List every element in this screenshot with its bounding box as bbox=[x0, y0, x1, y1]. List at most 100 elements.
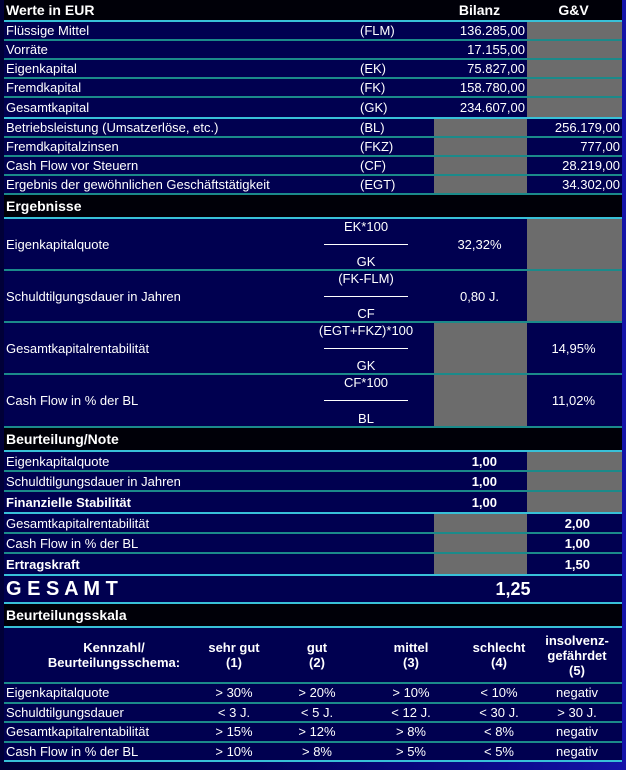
guv-empty-cell bbox=[527, 79, 622, 96]
bilanz-value: 75.827,00 bbox=[467, 61, 525, 76]
financial-rating-sheet: Werte in EUR Bilanz G&V Flüssige Mittel (FLM… bbox=[4, 0, 622, 762]
scale-column-header: gut (2) bbox=[306, 640, 328, 670]
scale-cell: > 30 J. bbox=[557, 704, 597, 720]
bilanz-value: 17.155,00 bbox=[467, 42, 525, 57]
bilanz-grade bbox=[434, 534, 527, 552]
scale-cell: < 30 J. bbox=[479, 704, 519, 720]
bilanz-empty-cell bbox=[434, 157, 527, 174]
result-row: Cash Flow in % der BL CF*100 BL 11,02% bbox=[4, 375, 622, 428]
scale-column-header: mittel (3) bbox=[393, 640, 429, 670]
formula-fraction: (EGT+FKZ)*100 GK bbox=[314, 323, 418, 373]
input-row: Cash Flow vor Steuern (CF) 28.219,00 bbox=[4, 157, 622, 176]
grade-row: Schuldtilgungsdauer in Jahren 1,00 bbox=[4, 472, 622, 492]
input-abbr: (FKZ) bbox=[360, 139, 394, 154]
input-label: Fremdkapitalzinsen bbox=[6, 139, 119, 154]
scale-cell: > 20% bbox=[298, 685, 336, 701]
scale-cell: > 30% bbox=[215, 685, 253, 701]
bilanz-grade: 1,00 bbox=[471, 494, 497, 510]
guv-result: 11,02% bbox=[551, 393, 596, 408]
formula-numerator: EK*100 bbox=[343, 219, 389, 234]
scale-cell: > 8% bbox=[302, 743, 332, 759]
formula-denominator: BL bbox=[358, 411, 374, 426]
section-header-grades: Beurteilung/Note bbox=[4, 428, 622, 452]
bilanz-result bbox=[434, 323, 527, 373]
scale-cell: Gesamtkapitalrentabilität bbox=[6, 724, 150, 740]
scale-column-header: insolvenz- gefährdet (5) bbox=[545, 632, 609, 678]
scale-cell: > 10% bbox=[392, 685, 430, 701]
input-row: Vorräte 17.155,00 bbox=[4, 41, 622, 60]
guv-empty-cell bbox=[527, 98, 622, 117]
scale-cell: Eigenkapitalquote bbox=[6, 685, 110, 701]
input-label: Gesamtkapital bbox=[6, 100, 90, 115]
fraction-bar bbox=[324, 295, 408, 297]
guv-value: 256.179,00 bbox=[554, 120, 620, 135]
guv-grade bbox=[527, 472, 622, 490]
scale-cell: negativ bbox=[556, 743, 598, 759]
grade-label: Eigenkapitalquote bbox=[6, 453, 110, 469]
scale-cell: Schuldtilgungsdauer bbox=[6, 704, 124, 720]
input-row: Betriebsleistung (Umsatzerlöse, etc.) (BL… bbox=[4, 119, 622, 138]
input-row: Eigenkapital (EK) 75.827,00 bbox=[4, 60, 622, 79]
input-abbr: (CF) bbox=[360, 158, 386, 173]
scale-row: Schuldtilgungsdauer < 3 J. < 5 J. < 12 J. < … bbox=[4, 703, 622, 723]
formula-denominator: CF bbox=[357, 306, 375, 321]
formula-numerator: (FK-FLM) bbox=[338, 271, 394, 286]
grade-row: Gesamtkapitalrentabilität 2,00 bbox=[4, 514, 622, 534]
input-label: Betriebsleistung (Umsatzerlöse, etc.) bbox=[6, 120, 219, 135]
grade-label: Ertragskraft bbox=[6, 556, 80, 572]
guv-value: 34.302,00 bbox=[562, 177, 620, 192]
section-header-scale: Beurteilungsskala bbox=[4, 604, 622, 628]
grade-row: Eigenkapitalquote 1,00 bbox=[4, 452, 622, 472]
scale-column-header: sehr gut (1) bbox=[208, 640, 260, 670]
result-label: Eigenkapitalquote bbox=[6, 236, 110, 252]
total-label: G E S A M T bbox=[6, 577, 118, 600]
input-row: Gesamtkapital (GK) 234.607,00 bbox=[4, 98, 622, 119]
input-abbr: (FK) bbox=[360, 80, 386, 95]
guv-grade bbox=[527, 492, 622, 512]
input-abbr: (FLM) bbox=[360, 23, 395, 38]
grade-label: Cash Flow in % der BL bbox=[6, 535, 139, 551]
total-row: G E S A M T 1,25 bbox=[4, 576, 622, 604]
guv-empty-cell bbox=[527, 22, 622, 39]
input-label: Flüssige Mittel bbox=[6, 23, 90, 38]
formula-denominator: GK bbox=[356, 358, 376, 373]
grade-row: Cash Flow in % der BL 1,00 bbox=[4, 534, 622, 554]
formula-fraction: EK*100 GK bbox=[314, 219, 418, 269]
bilanz-result: 32,32% bbox=[457, 236, 502, 252]
total-value: 1,25 bbox=[495, 578, 531, 599]
input-abbr: (BL) bbox=[360, 120, 385, 135]
section-header-results: Ergebnisse bbox=[4, 195, 622, 219]
section-title: Beurteilungsskala bbox=[6, 607, 127, 623]
input-row: Fremdkapitalzinsen (FKZ) 777,00 bbox=[4, 138, 622, 157]
bilanz-result bbox=[434, 375, 527, 426]
column-header-bilanz: Bilanz bbox=[458, 2, 501, 18]
guv-value: 777,00 bbox=[580, 139, 620, 154]
scale-cell: > 8% bbox=[396, 724, 426, 740]
scale-cell: < 10% bbox=[480, 685, 518, 701]
formula-denominator: GK bbox=[356, 254, 376, 269]
guv-empty-cell bbox=[527, 60, 622, 77]
guv-result bbox=[527, 271, 622, 321]
section-title: Beurteilung/Note bbox=[6, 431, 119, 447]
scale-row: Eigenkapitalquote > 30% > 20% > 10% < 10% neg… bbox=[4, 684, 622, 704]
input-abbr: (GK) bbox=[360, 100, 388, 115]
input-label: Vorräte bbox=[6, 42, 48, 57]
bilanz-grade bbox=[434, 514, 527, 532]
scale-cell: negativ bbox=[556, 724, 598, 740]
scale-cell: < 3 J. bbox=[217, 704, 251, 720]
bilanz-empty-cell bbox=[434, 119, 527, 136]
result-row: Eigenkapitalquote EK*100 GK 32,32% bbox=[4, 219, 622, 271]
guv-empty-cell bbox=[527, 41, 622, 58]
input-abbr: (EK) bbox=[360, 61, 386, 76]
bilanz-grade: 1,00 bbox=[471, 473, 497, 489]
scale-row: Gesamtkapitalrentabilität > 15% > 12% > 8% <… bbox=[4, 723, 622, 743]
input-row: Fremdkapital (FK) 158.780,00 bbox=[4, 79, 622, 98]
section-header-values: Werte in EUR Bilanz G&V bbox=[4, 0, 622, 22]
scale-cell: > 12% bbox=[298, 724, 336, 740]
result-row: Schuldtilgungsdauer in Jahren (FK-FLM) CF 0… bbox=[4, 271, 622, 323]
input-label: Ergebnis der gewöhnlichen Geschäftstätig… bbox=[6, 177, 270, 192]
scale-cell: > 10% bbox=[215, 743, 253, 759]
bilanz-result: 0,80 J. bbox=[459, 288, 500, 304]
fraction-bar bbox=[324, 400, 408, 401]
input-label: Eigenkapital bbox=[6, 61, 77, 76]
